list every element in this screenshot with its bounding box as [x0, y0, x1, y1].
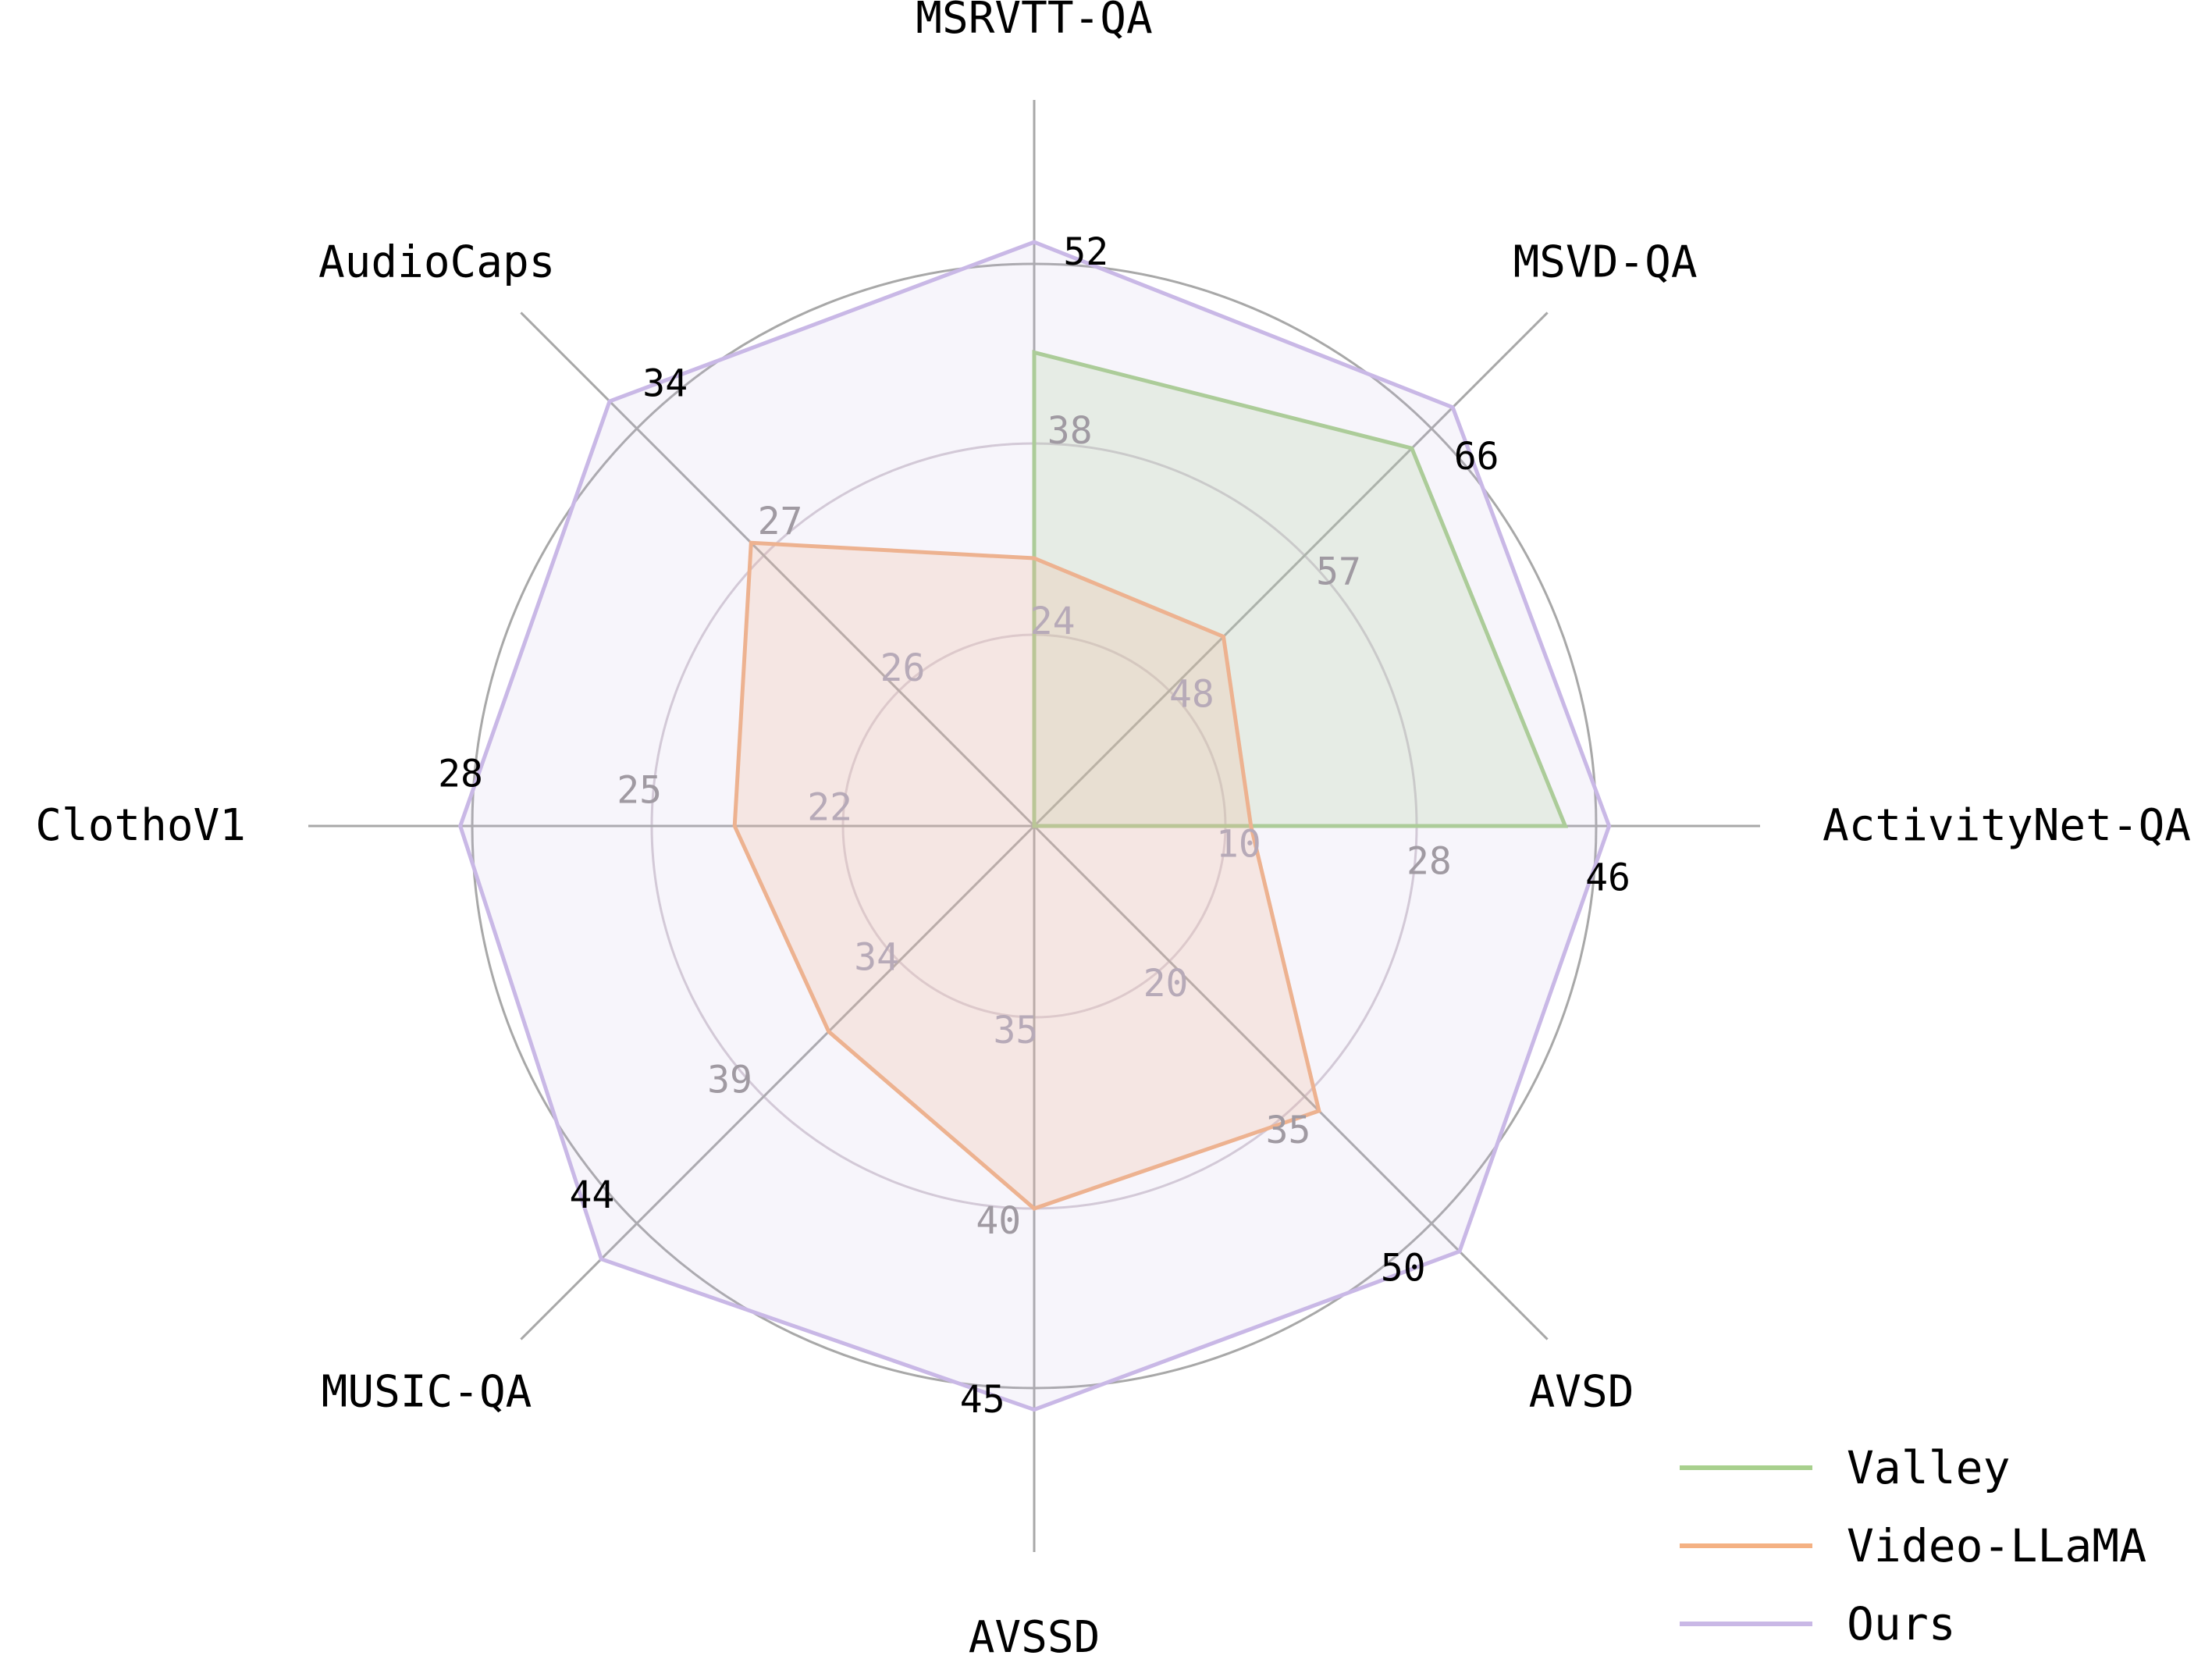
tick-label-msvd-qa-inner: 48 [1169, 673, 1214, 717]
axis-label-audiocaps: AudioCaps [318, 237, 555, 287]
tick-label-music-qa-inner: 34 [854, 936, 899, 980]
tick-label-avssd-middle: 40 [976, 1199, 1021, 1243]
axis-line-msvd-qa [1033, 312, 1549, 828]
tick-label-activitynet-qa-inner: 10 [1216, 823, 1261, 867]
axis-label-msrvtt-qa: MSRVTT-QA [916, 0, 1152, 44]
radar-series [458, 240, 1612, 1412]
tick-label-audiocaps-inner: 26 [880, 646, 926, 690]
series-video-llama [732, 540, 1321, 1211]
tick-label-avsd-outer: 50 [1381, 1247, 1426, 1291]
axis-label-msvd-qa: MSVD-QA [1513, 237, 1698, 287]
tick-label-msrvtt-qa-outer: 52 [1063, 230, 1108, 274]
tick-label-avssd-outer: 45 [960, 1378, 1005, 1422]
tick-label-msrvtt-qa-middle: 38 [1047, 409, 1093, 453]
tick-label-clothov1-inner: 22 [807, 785, 852, 829]
axis-label-music-qa: MUSIC-QA [322, 1367, 532, 1418]
tick-label-msrvtt-qa-inner: 24 [1030, 600, 1076, 643]
tick-label-clothov1-outer: 28 [438, 753, 483, 796]
axis-label-avsd: AVSD [1529, 1367, 1634, 1418]
series-valley [1032, 350, 1569, 828]
axis-label-activitynet-qa: ActivityNet-QA [1823, 800, 2191, 851]
tick-label-avsd-middle: 35 [1266, 1109, 1311, 1152]
radar-tick-labels: 24 38 52 48 57 66 10 28 46 20 35 50 35 40 45 34 39 44 22 25… [438, 230, 1631, 1422]
tick-label-activitynet-qa-middle: 28 [1407, 840, 1452, 884]
axis-label-clothov1: ClothoV1 [35, 800, 246, 851]
tick-label-audiocaps-outer: 34 [642, 361, 688, 405]
axis-label-avssd: AVSSD [969, 1612, 1101, 1659]
axis-line-music-qa [520, 824, 1036, 1340]
tick-label-activitynet-qa-outer: 46 [1585, 856, 1631, 899]
radar-axis-labels: MSRVTT-QA MSVD-QA ActivityNet-QA AVSD AVSSD M… [35, 0, 2191, 1659]
tick-label-msvd-qa-middle: 57 [1316, 550, 1361, 594]
legend-label-valley: Valley [1847, 1441, 2011, 1494]
tick-label-avssd-inner: 35 [994, 1009, 1039, 1052]
axis-line-avsd [1033, 824, 1549, 1340]
tick-label-avsd-inner: 20 [1143, 962, 1189, 1006]
tick-label-clothov1-middle: 25 [617, 768, 662, 812]
series-ours [458, 240, 1612, 1412]
tick-label-music-qa-outer: 44 [570, 1173, 615, 1217]
chart-legend: Valley Video-LLaMA Ours [1680, 1441, 2146, 1650]
axis-line-audiocaps [520, 312, 1036, 828]
tick-label-music-qa-middle: 39 [707, 1059, 752, 1102]
legend-label-ours: Ours [1847, 1597, 1956, 1650]
tick-label-msvd-qa-outer: 66 [1454, 435, 1499, 479]
tick-label-audiocaps-middle: 27 [758, 500, 803, 543]
legend-label-video-llama: Video-LLaMA [1847, 1519, 2146, 1572]
